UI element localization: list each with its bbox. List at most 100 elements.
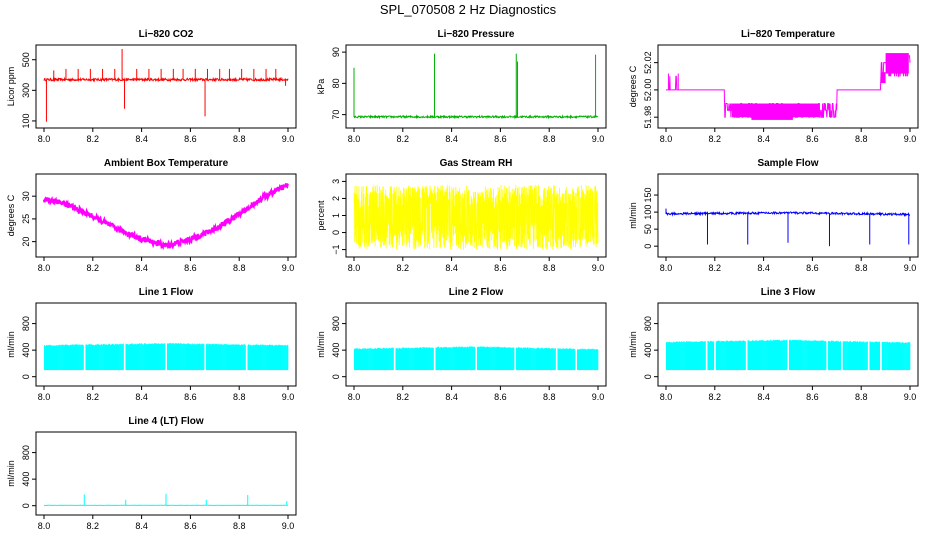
series-band-segment — [482, 346, 484, 371]
series-band-segment — [875, 341, 877, 371]
series-band-segment — [478, 346, 480, 371]
series-band-segment — [270, 344, 272, 371]
series-band-segment — [558, 348, 560, 371]
series-band-segment — [666, 341, 668, 371]
series-band-segment — [862, 341, 864, 371]
series-band-segment — [851, 342, 853, 371]
series-band-segment — [64, 345, 66, 371]
series-band-segment — [590, 349, 592, 371]
series-band-segment — [766, 340, 768, 371]
y-tick-label: 52.00 — [643, 79, 653, 102]
series-band-segment — [723, 341, 725, 371]
y-tick-label: 0 — [643, 374, 653, 379]
series-band-segment — [354, 348, 356, 371]
series-band-segment — [878, 341, 880, 371]
series-band-segment — [268, 344, 270, 371]
series-band-segment — [525, 347, 527, 371]
series-band-segment — [105, 344, 107, 371]
series-band-segment — [90, 344, 92, 371]
series-band-segment — [152, 344, 154, 371]
series-band-segment — [461, 346, 463, 371]
series-band-segment — [832, 340, 834, 371]
series-band-segment — [709, 342, 711, 371]
series-band-segment — [586, 349, 588, 371]
series-band-segment — [689, 341, 691, 371]
series-band-segment — [483, 347, 485, 371]
series-band-segment — [422, 347, 424, 371]
series-band-segment — [509, 347, 510, 371]
series-band-segment — [591, 348, 592, 371]
series-band-segment — [572, 349, 573, 371]
series-band-segment — [87, 344, 89, 371]
series-band-segment — [865, 342, 866, 371]
series-band-segment — [278, 344, 280, 371]
series-band-segment — [374, 348, 376, 371]
series-band-segment — [508, 347, 510, 371]
series-band-segment — [815, 340, 817, 371]
series-band-segment — [567, 348, 569, 371]
series-band-segment — [44, 344, 45, 371]
series-band-segment — [125, 344, 127, 371]
series-band-segment — [399, 347, 401, 371]
series-band-segment — [492, 347, 494, 371]
series-band-segment — [109, 343, 111, 371]
panel-title: Line 3 Flow — [761, 287, 816, 298]
series-band-segment — [135, 344, 137, 371]
series-band-segment — [466, 347, 468, 371]
series-band-segment — [692, 342, 694, 371]
series-band-segment — [86, 345, 88, 371]
series-band-segment — [143, 344, 145, 371]
series-band-segment — [704, 341, 706, 371]
series-band-segment — [179, 343, 181, 371]
series-band-segment — [404, 348, 406, 371]
series-band-segment — [805, 340, 806, 371]
series-band-segment — [563, 348, 565, 371]
series-band-segment — [182, 344, 184, 371]
series-band-segment — [164, 343, 165, 371]
series-band-segment — [121, 344, 123, 371]
series-band-segment — [267, 345, 269, 371]
x-tick-label: 8.6 — [184, 521, 197, 531]
series-band-segment — [673, 342, 675, 371]
series-band-segment — [691, 341, 693, 371]
x-tick-label: 8.4 — [135, 263, 148, 273]
series-band-segment — [779, 340, 781, 371]
series-band-segment — [694, 342, 696, 371]
series-band-segment — [48, 345, 50, 371]
series-band-segment — [517, 347, 519, 371]
series-band-segment — [573, 349, 575, 371]
series-band-segment — [273, 345, 275, 371]
series-band-segment — [684, 341, 685, 371]
series-band-segment — [415, 348, 417, 371]
series-band-segment — [802, 340, 803, 371]
series-band-segment — [144, 343, 145, 371]
series-band-segment — [579, 349, 581, 371]
series-band-segment — [507, 347, 509, 371]
series-band-segment — [511, 347, 512, 371]
series-band-segment — [120, 343, 122, 371]
series-band-segment — [862, 341, 863, 371]
series-line — [42, 183, 290, 250]
series-band-segment — [551, 348, 552, 371]
series-band-segment — [590, 348, 591, 371]
series-band-segment — [121, 344, 122, 371]
series-band-segment — [752, 340, 754, 371]
series-band-segment — [764, 340, 765, 371]
series-band-segment — [891, 341, 893, 371]
series-band-segment — [396, 347, 398, 371]
series-band-segment — [586, 349, 588, 371]
series-band-segment — [96, 344, 98, 371]
panel-title: Ambient Box Temperature — [104, 158, 229, 169]
series-band-segment — [852, 341, 854, 371]
series-band-segment — [258, 344, 260, 371]
series-band-segment — [829, 341, 831, 371]
y-tick-label: 50 — [643, 224, 653, 234]
series-band-segment — [257, 344, 259, 371]
series-band-segment — [214, 343, 216, 371]
series-band-segment — [470, 346, 472, 371]
series-band-segment — [426, 347, 428, 371]
series-band-segment — [587, 349, 589, 371]
series-band-segment — [225, 344, 227, 371]
series-band-segment — [262, 344, 264, 371]
series-band-segment — [900, 342, 902, 371]
